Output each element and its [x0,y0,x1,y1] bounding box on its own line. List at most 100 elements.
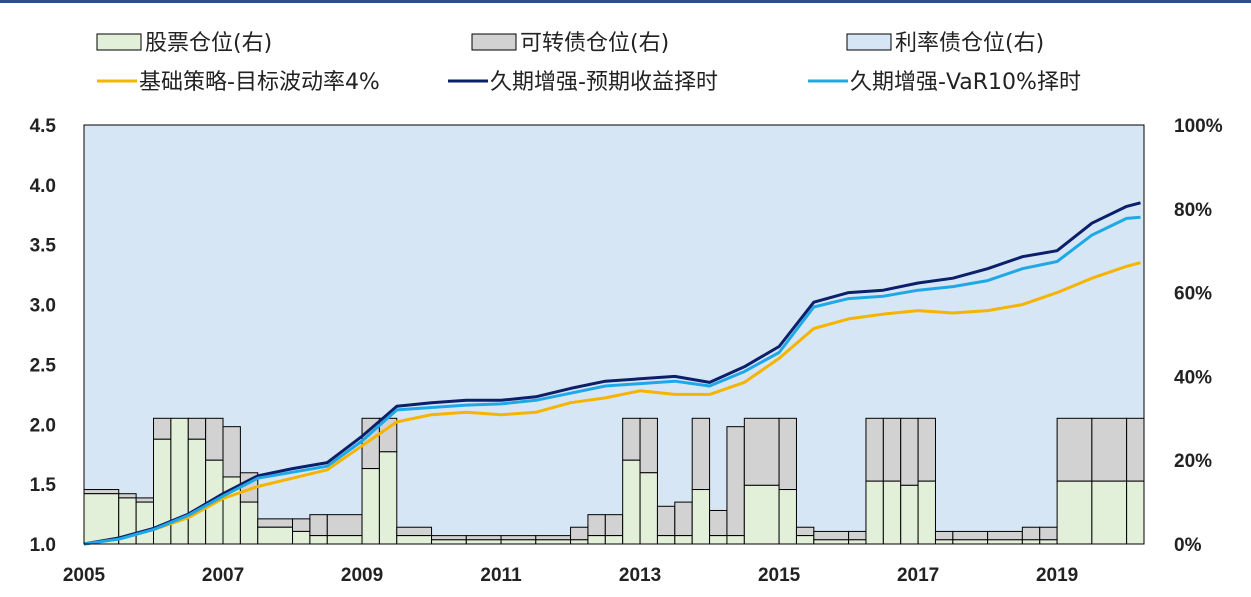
x-tick-label: 2013 [619,565,661,586]
convertible-position-bar [396,526,433,537]
y-left-tick-label: 4.5 [30,116,57,137]
convertible-position-bar [135,497,155,503]
stock-position-bar [743,484,780,545]
x-tick-label: 2015 [758,565,801,586]
x-tick-label: 2007 [202,565,244,586]
legend-swatch-rate-bond [846,33,892,51]
stock-position-bar [570,539,589,545]
convertible-position-bar [952,530,989,541]
stock-position-bar [239,501,259,545]
top-rule [0,0,1251,3]
axes: 1.0 1.5 2.0 2.5 3.0 3.5 4.0 4.5 0% 20% 40% 60% 80% 10… [30,116,1223,586]
y-left-tick-label: 2.0 [30,415,56,436]
convertible-position-bar [848,530,867,541]
stock-position-bar [83,493,120,545]
stock-position-bar [778,489,797,545]
stock-position-bar [952,539,989,545]
stock-position-bar [1021,539,1041,545]
y-left-tick-label: 3.0 [30,296,56,317]
convertible-position-bar [222,426,241,478]
convertible-position-bar [882,417,902,482]
legend-label: 股票仓位(右) [145,31,272,56]
convertible-position-bar [431,535,467,541]
stock-position-bar [900,484,919,545]
stock-position-bar [1039,539,1058,545]
stock-position-bar [309,535,328,545]
legend-label: 基础策略-目标波动率4% [139,70,380,95]
legend-label: 久期增强-预期收益择时 [490,70,718,95]
series-line-duration-expected [83,201,1141,546]
y-left-tick-label: 1.5 [30,475,57,496]
stock-position-bar [795,535,815,545]
convertible-position-bar [813,530,850,541]
convertible-position-bar [1021,526,1041,541]
stock-position-bar [848,539,867,545]
convertible-position-bar [1056,417,1093,482]
convertible-position-bar [622,417,641,461]
convertible-position-bar [570,526,589,541]
convertible-position-bar [900,417,919,486]
stock-position-bar [431,539,467,545]
stock-position-bar [1091,480,1128,545]
plot-area [83,125,1145,546]
y-left-tick-label: 1.0 [30,535,56,556]
convertible-position-bar [795,526,815,537]
stock-position-bar [1126,480,1145,545]
stock-position-bar [187,438,207,545]
stock-position-bar [726,535,745,545]
stock-position-bar [604,535,624,545]
legend-swatch-stock [96,33,142,51]
stock-position-bar [396,535,433,545]
convertible-position-bar [639,417,658,474]
y-left-tick-label: 4.0 [30,176,56,197]
y-right-tick-label: 100% [1174,116,1223,137]
x-tick-label: 2019 [1036,565,1078,586]
y-right-tick-label: 60% [1174,284,1212,305]
x-tick-label: 2011 [480,565,522,586]
convertible-position-bar [1126,417,1145,482]
legend-label: 久期增强-VaR10%择时 [850,70,1081,95]
convertible-position-bar [153,417,172,440]
stock-position-bar [865,480,884,545]
convertible-position-bar [309,514,328,537]
stock-position-bar [882,480,902,545]
convertible-position-bar [743,417,780,486]
convertible-position-bar [500,535,537,541]
stock-position-bar [378,451,398,545]
convertible-position-bar [691,417,711,491]
stock-position-bar [691,489,711,545]
stock-position-bar [535,539,572,545]
stock-position-bar [135,501,155,545]
convertible-position-bar [778,417,797,491]
convertible-position-bar [587,514,606,537]
stock-position-bar [709,535,728,545]
legend: 股票仓位(右) 可转债仓位(右) 利率债仓位(右) 基础策略-目标波动率4% 久期增强-… [96,31,1081,95]
convertible-position-bar [292,518,311,532]
stock-position-bar [361,468,380,545]
convertible-position-bar [83,489,120,495]
series-line-base-strategy [83,261,1141,546]
convertible-position-bar [326,514,363,537]
convertible-position-bar [604,514,624,537]
convertible-position-bar [987,530,1023,541]
plot-frame [83,124,1145,545]
convertible-position-bar [709,509,728,537]
stock-position-bar [500,539,537,545]
convertible-position-bar [118,493,137,499]
series-line-duration-var [83,215,1141,546]
convertible-position-bar [257,518,294,528]
convertible-position-bar [656,505,676,537]
stock-position-bar [987,539,1023,545]
y-right-tick-label: 40% [1174,367,1212,388]
stock-position-bar [170,417,189,545]
stock-position-bar [1056,480,1093,545]
y-right-tick-label: 80% [1174,200,1212,221]
stock-position-bar [587,535,606,545]
stock-position-bar [257,526,294,545]
stock-position-bar [934,539,954,545]
convertible-position-bar [535,535,572,541]
x-tick-label: 2009 [341,565,383,586]
stock-position-bar [813,539,850,545]
legend-label: 可转债仓位(右) [520,31,669,56]
